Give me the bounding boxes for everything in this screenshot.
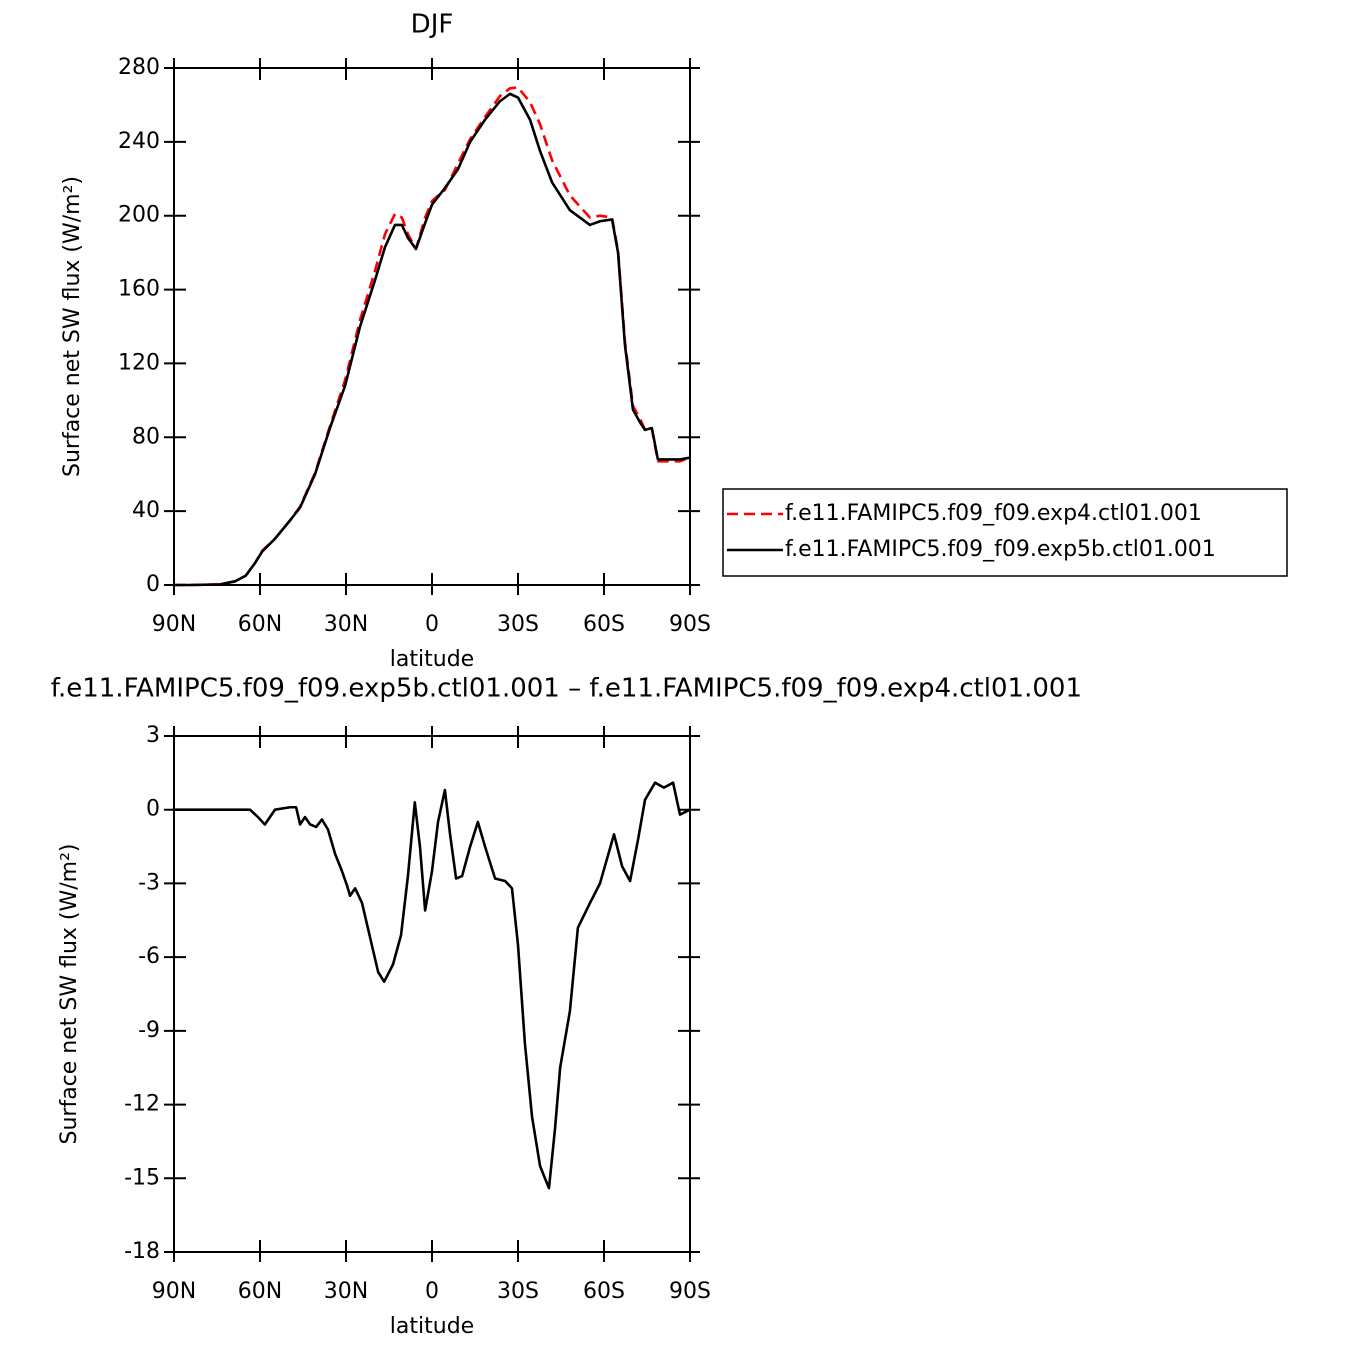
legend-label: f.e11.FAMIPC5.f09_f09.exp4.ctl01.001 — [785, 501, 1202, 526]
y-tick-label: 0 — [146, 797, 160, 822]
y-tick-label: 40 — [132, 498, 160, 523]
x-tick-label: 60S — [583, 612, 625, 637]
chart-title: f.e11.FAMIPC5.f09_f09.exp5b.ctl01.001 – … — [51, 674, 1082, 704]
x-tick-label: 30S — [497, 612, 539, 637]
data-line — [174, 92, 691, 587]
x-tick-label: 60N — [238, 612, 282, 637]
y-tick-label: -18 — [124, 1239, 160, 1264]
x-tick-label: 0 — [425, 612, 439, 637]
x-tick-label: 30N — [324, 1279, 368, 1304]
y-tick-label: 240 — [118, 129, 160, 154]
x-tick-label: 60S — [583, 1279, 625, 1304]
x-tick-label: 90S — [669, 1279, 711, 1304]
y-tick-label: 3 — [146, 723, 160, 748]
x-tick-label: 60N — [238, 1279, 282, 1304]
data-line — [174, 781, 691, 1190]
y-tick-label: 160 — [118, 277, 160, 302]
data-line — [174, 86, 691, 587]
plot-frame — [173, 735, 691, 1253]
x-tick-label: 30S — [497, 1279, 539, 1304]
legend-label: f.e11.FAMIPC5.f09_f09.exp5b.ctl01.001 — [785, 537, 1216, 562]
y-tick-label: -12 — [124, 1092, 160, 1117]
x-tick-label: 0 — [425, 1279, 439, 1304]
x-tick-label: 90N — [152, 1279, 196, 1304]
y-tick-label: 80 — [132, 424, 160, 449]
x-tick-label: 90N — [152, 612, 196, 637]
y-tick-label: -6 — [138, 944, 160, 969]
y-tick-label: -3 — [138, 870, 160, 895]
y-axis-label: Surface net SW flux (W/m²) — [57, 843, 82, 1144]
y-tick-label: 120 — [118, 350, 160, 375]
x-axis-label: latitude — [390, 647, 474, 672]
chart-title: DJF — [411, 10, 454, 40]
y-tick-label: 280 — [118, 55, 160, 80]
legend-box — [722, 488, 1288, 577]
y-axis-label: Surface net SW flux (W/m²) — [60, 176, 85, 477]
x-axis-label: latitude — [390, 1314, 474, 1339]
y-tick-label: 0 — [146, 572, 160, 597]
x-tick-label: 30N — [324, 612, 368, 637]
y-tick-label: -15 — [124, 1165, 160, 1190]
y-tick-label: -9 — [138, 1018, 160, 1043]
y-tick-label: 200 — [118, 203, 160, 228]
plot-frame — [173, 67, 691, 586]
x-tick-label: 90S — [669, 612, 711, 637]
